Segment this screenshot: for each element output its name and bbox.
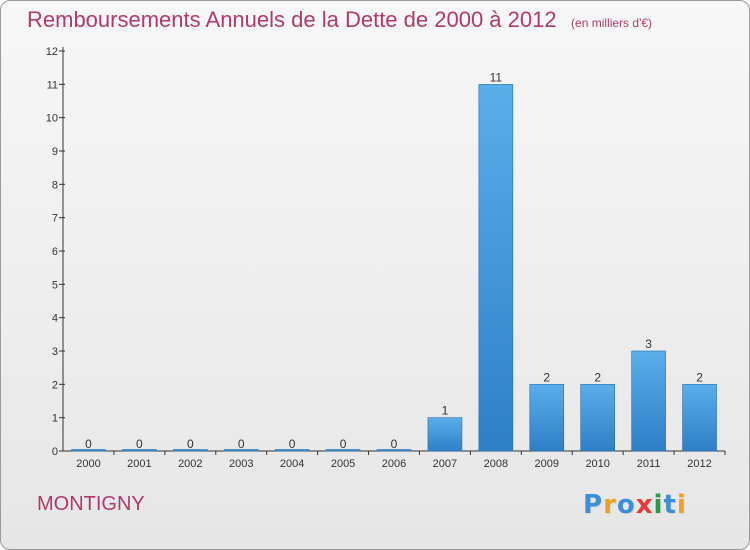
y-tick-label: 10: [46, 113, 58, 125]
logo-letter: t: [663, 490, 677, 520]
x-tick-label: 2012: [687, 458, 711, 470]
bar: [631, 350, 666, 452]
y-tick-label: 0: [52, 446, 58, 458]
y-tick-label: 12: [46, 46, 58, 58]
chart-title: Remboursements Annuels de la Dette de 20…: [27, 7, 557, 32]
y-tick-label: 5: [52, 279, 58, 291]
x-tick-label: 2011: [637, 458, 661, 470]
y-tick-label: 11: [47, 79, 58, 91]
logo-letter: i: [676, 490, 687, 520]
bar-value-label: 2: [594, 370, 601, 384]
bar: [71, 449, 106, 452]
x-tick-label: 2001: [127, 458, 151, 470]
logo-letter: i: [653, 490, 664, 520]
proxiti-logo: Proxiti: [583, 490, 687, 520]
bar: [122, 449, 157, 452]
bar-value-label: 0: [289, 437, 296, 451]
y-tick-label: 6: [52, 246, 58, 258]
bar: [529, 384, 565, 452]
commune-name: MONTIGNY: [37, 493, 145, 515]
bar-value-label: 0: [136, 437, 143, 451]
logo-letter: o: [616, 490, 636, 520]
x-tick-label: 2004: [280, 458, 304, 470]
bar-value-label: 0: [391, 437, 398, 451]
y-tick-label: 9: [52, 146, 58, 158]
x-tick-label: 2005: [331, 458, 355, 470]
bar-value-label: 2: [696, 370, 703, 384]
bar: [325, 449, 361, 452]
y-tick-label: 4: [52, 313, 58, 325]
y-tick-label: 7: [52, 213, 58, 225]
bar-value-label: 1: [442, 404, 449, 418]
bar: [682, 384, 717, 452]
bar-value-label: 0: [85, 437, 92, 451]
bar: [427, 417, 463, 452]
bar: [376, 449, 412, 452]
bar: [274, 449, 310, 452]
x-tick-label: 2000: [76, 458, 100, 470]
y-tick-label: 8: [52, 179, 58, 191]
bar-value-label: 2: [543, 370, 550, 384]
bar: [580, 384, 615, 452]
bar: [173, 449, 208, 452]
bar-value-label: 3: [645, 337, 652, 351]
bar-value-label: 0: [187, 437, 194, 451]
x-tick-label: 2002: [178, 458, 202, 470]
x-tick-label: 2003: [229, 458, 253, 470]
y-tick-label: 2: [52, 379, 58, 391]
bar-value-label: 11: [490, 70, 503, 84]
x-tick-label: 2010: [585, 458, 609, 470]
y-tick-label: 1: [52, 413, 58, 425]
x-tick-label: 2007: [433, 458, 457, 470]
x-tick-label: 2008: [484, 458, 508, 470]
logo-letter: r: [603, 490, 617, 520]
y-tick-label: 3: [52, 346, 58, 358]
logo-letter: P: [583, 490, 604, 520]
logo-letter: x: [635, 490, 654, 520]
x-tick-label: 2009: [535, 458, 559, 470]
x-tick-label: 2006: [382, 458, 406, 470]
bar-value-label: 0: [238, 437, 245, 451]
bar-value-label: 0: [340, 437, 347, 451]
chart-title-block: Remboursements Annuels de la Dette de 20…: [27, 7, 652, 33]
chart-unit-note: (en milliers d'€): [571, 16, 653, 30]
bar: [478, 84, 514, 452]
bar: [223, 449, 259, 452]
